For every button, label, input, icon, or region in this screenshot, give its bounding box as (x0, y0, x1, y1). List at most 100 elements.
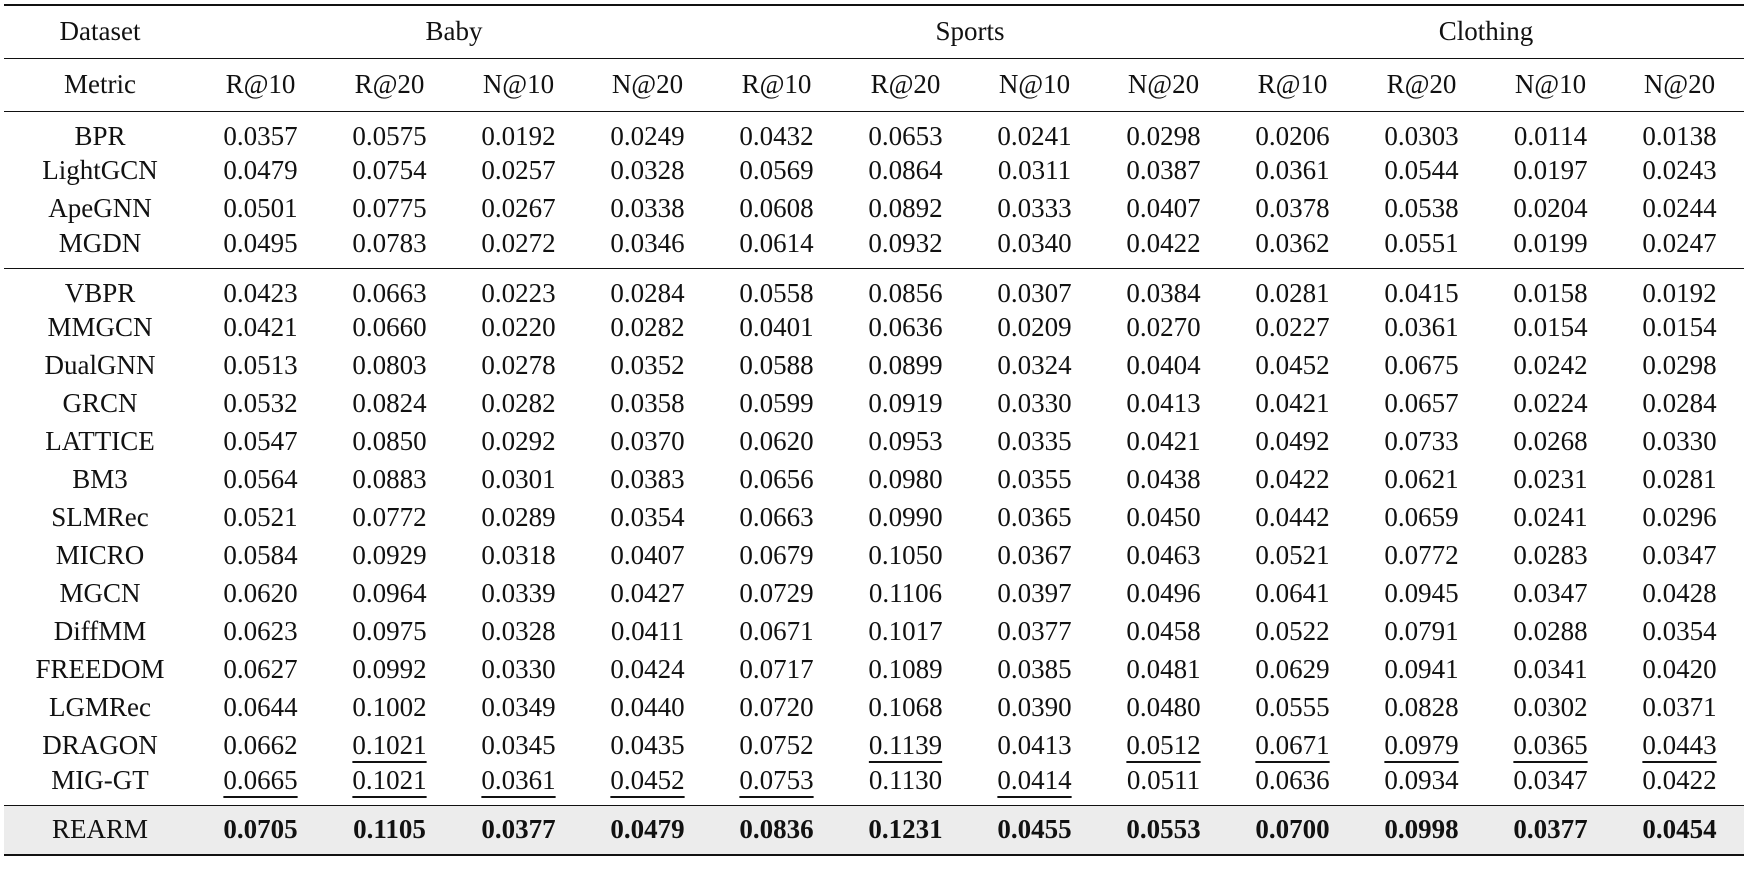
metric-value: 0.0390 (970, 689, 1099, 727)
metric-value-text: 0.0404 (1126, 350, 1201, 380)
metric-value-text: 0.0998 (1384, 814, 1459, 845)
table-row: MIG-GT 0.0665 0.1021 0.0361 0.0452 0.0753 0.11… (4, 765, 1744, 806)
metric-value: 0.0407 (1099, 190, 1228, 228)
metric-value-text: 0.0772 (1384, 540, 1459, 570)
metric-value: 0.0397 (970, 575, 1099, 613)
metric-value: 0.0422 (1615, 765, 1744, 806)
metric-value: 0.0964 (325, 575, 454, 613)
metric-value-text: 0.0671 (739, 616, 814, 646)
metric-value-text: 0.0357 (223, 120, 298, 151)
metric-value-text: 0.0338 (610, 193, 685, 223)
metric-value: 0.0495 (196, 228, 325, 269)
metric-value: 0.0729 (712, 575, 841, 613)
table-row: LATTICE 0.0547 0.0850 0.0292 0.0370 0.0620 0.0… (4, 423, 1744, 461)
metric-label: Metric (64, 69, 136, 99)
metric-value-text: 0.0919 (868, 388, 943, 418)
metric-value: 0.0347 (1486, 575, 1615, 613)
metric-value: 0.0555 (1228, 689, 1357, 727)
metric-value-text: 0.0511 (1126, 764, 1201, 795)
metric-value-text: 0.0636 (868, 312, 943, 342)
metric-value-text: 0.0420 (1642, 654, 1717, 684)
metric-value-text: 0.0340 (997, 227, 1072, 258)
metric-value-text: 0.0864 (868, 155, 943, 185)
metric-value-text: 0.0231 (1513, 464, 1588, 494)
metric-value: 0.0415 (1357, 268, 1486, 309)
method-name: DRAGON (42, 730, 158, 760)
metric-value-text: 0.0992 (352, 654, 427, 684)
metric-value: 0.1021 (325, 727, 454, 765)
metric-value: 0.0564 (196, 461, 325, 499)
metric-value: 0.0455 (970, 805, 1099, 855)
metric-value: 0.0349 (454, 689, 583, 727)
metric-value: 0.0243 (1615, 152, 1744, 190)
metric-value-text: 0.0206 (1255, 120, 1330, 151)
metric-value: 0.0454 (1615, 805, 1744, 855)
metric-value-text: 0.0990 (868, 502, 943, 532)
table-row: BM3 0.0564 0.0883 0.0301 0.0383 0.0656 0.0980 0… (4, 461, 1744, 499)
metric-value: 0.0427 (583, 575, 712, 613)
metric-value-text: 0.1068 (868, 692, 943, 722)
metric-value-text: 0.0283 (1513, 540, 1588, 570)
metric-value: 0.0354 (583, 499, 712, 537)
metric-value-text: 0.0463 (1126, 540, 1201, 570)
metric-value: 0.0511 (1099, 765, 1228, 806)
metric-value-text: 0.0442 (1255, 502, 1330, 532)
method-name: MIG-GT (51, 764, 149, 795)
metric-value: 0.0620 (712, 423, 841, 461)
metric-value: 0.0850 (325, 423, 454, 461)
metric-value: 0.0301 (454, 461, 583, 499)
metric-value: 0.0421 (1099, 423, 1228, 461)
metric-value: 0.0404 (1099, 347, 1228, 385)
metric-value: 0.0318 (454, 537, 583, 575)
metric-value: 0.0345 (454, 727, 583, 765)
method-name: LATTICE (45, 426, 155, 456)
metric-value: 0.0383 (583, 461, 712, 499)
table-row: SLMRec 0.0521 0.0772 0.0289 0.0354 0.0663 0.09… (4, 499, 1744, 537)
metric-value: 0.0154 (1486, 309, 1615, 347)
metric-value: 0.0298 (1615, 347, 1744, 385)
metric-value: 0.0588 (712, 347, 841, 385)
metric-value-text: 0.0358 (610, 388, 685, 418)
metric-value: 0.1068 (841, 689, 970, 727)
metric-value-text: 0.0387 (1126, 155, 1201, 185)
dataset-label: Dataset (59, 16, 141, 47)
metric-value: 0.0421 (1228, 385, 1357, 423)
metric-value: 0.0114 (1486, 111, 1615, 152)
metric-value-text: 0.0929 (352, 540, 427, 570)
metric-value-text: 0.0355 (997, 464, 1072, 494)
group-header: Sports (935, 16, 1005, 47)
metric-value-text: 0.0836 (739, 814, 814, 845)
metric-value: 0.0671 (712, 613, 841, 651)
metric-value: 0.0428 (1615, 575, 1744, 613)
metric-value-text: 0.0660 (352, 312, 427, 342)
metric-value: 0.0361 (454, 765, 583, 806)
metric-value-text: 0.0345 (481, 730, 556, 760)
metric-value-text: 0.0753 (739, 764, 814, 795)
metric-value-text: 0.0575 (352, 120, 427, 151)
metric-value: 0.0452 (583, 765, 712, 806)
metric-value: 0.0662 (196, 727, 325, 765)
metric-value: 0.0753 (712, 765, 841, 806)
metric-value-text: 0.0479 (223, 155, 298, 185)
metric-value-text: 0.0311 (997, 155, 1072, 185)
metric-value-text: 0.0362 (1255, 227, 1330, 258)
metric-value-text: 0.0296 (1642, 502, 1717, 532)
metric-value-text: 0.0267 (481, 193, 556, 223)
group-header-row: Dataset Baby Sports Clothing (4, 5, 1744, 58)
metric-value: 0.0355 (970, 461, 1099, 499)
metric-value-text: 0.0569 (739, 155, 814, 185)
metric-value: 0.0608 (712, 190, 841, 228)
metric-value-text: 0.0335 (997, 426, 1072, 456)
metric-value-text: 0.0662 (223, 730, 298, 760)
table-row: DRAGON 0.0662 0.1021 0.0345 0.0435 0.0752 0.11… (4, 727, 1744, 765)
metric-value: 0.0481 (1099, 651, 1228, 689)
metric-value: 0.0270 (1099, 309, 1228, 347)
metric-value: 0.0284 (583, 268, 712, 309)
metric-value-text: 0.0521 (223, 502, 298, 532)
metric-value: 0.0644 (196, 689, 325, 727)
metric-value: 0.0138 (1615, 111, 1744, 152)
metric-value: 0.0864 (841, 152, 970, 190)
metric-value-text: 0.0349 (481, 692, 556, 722)
metric-value-text: 0.0620 (739, 426, 814, 456)
metric-value: 0.1089 (841, 651, 970, 689)
